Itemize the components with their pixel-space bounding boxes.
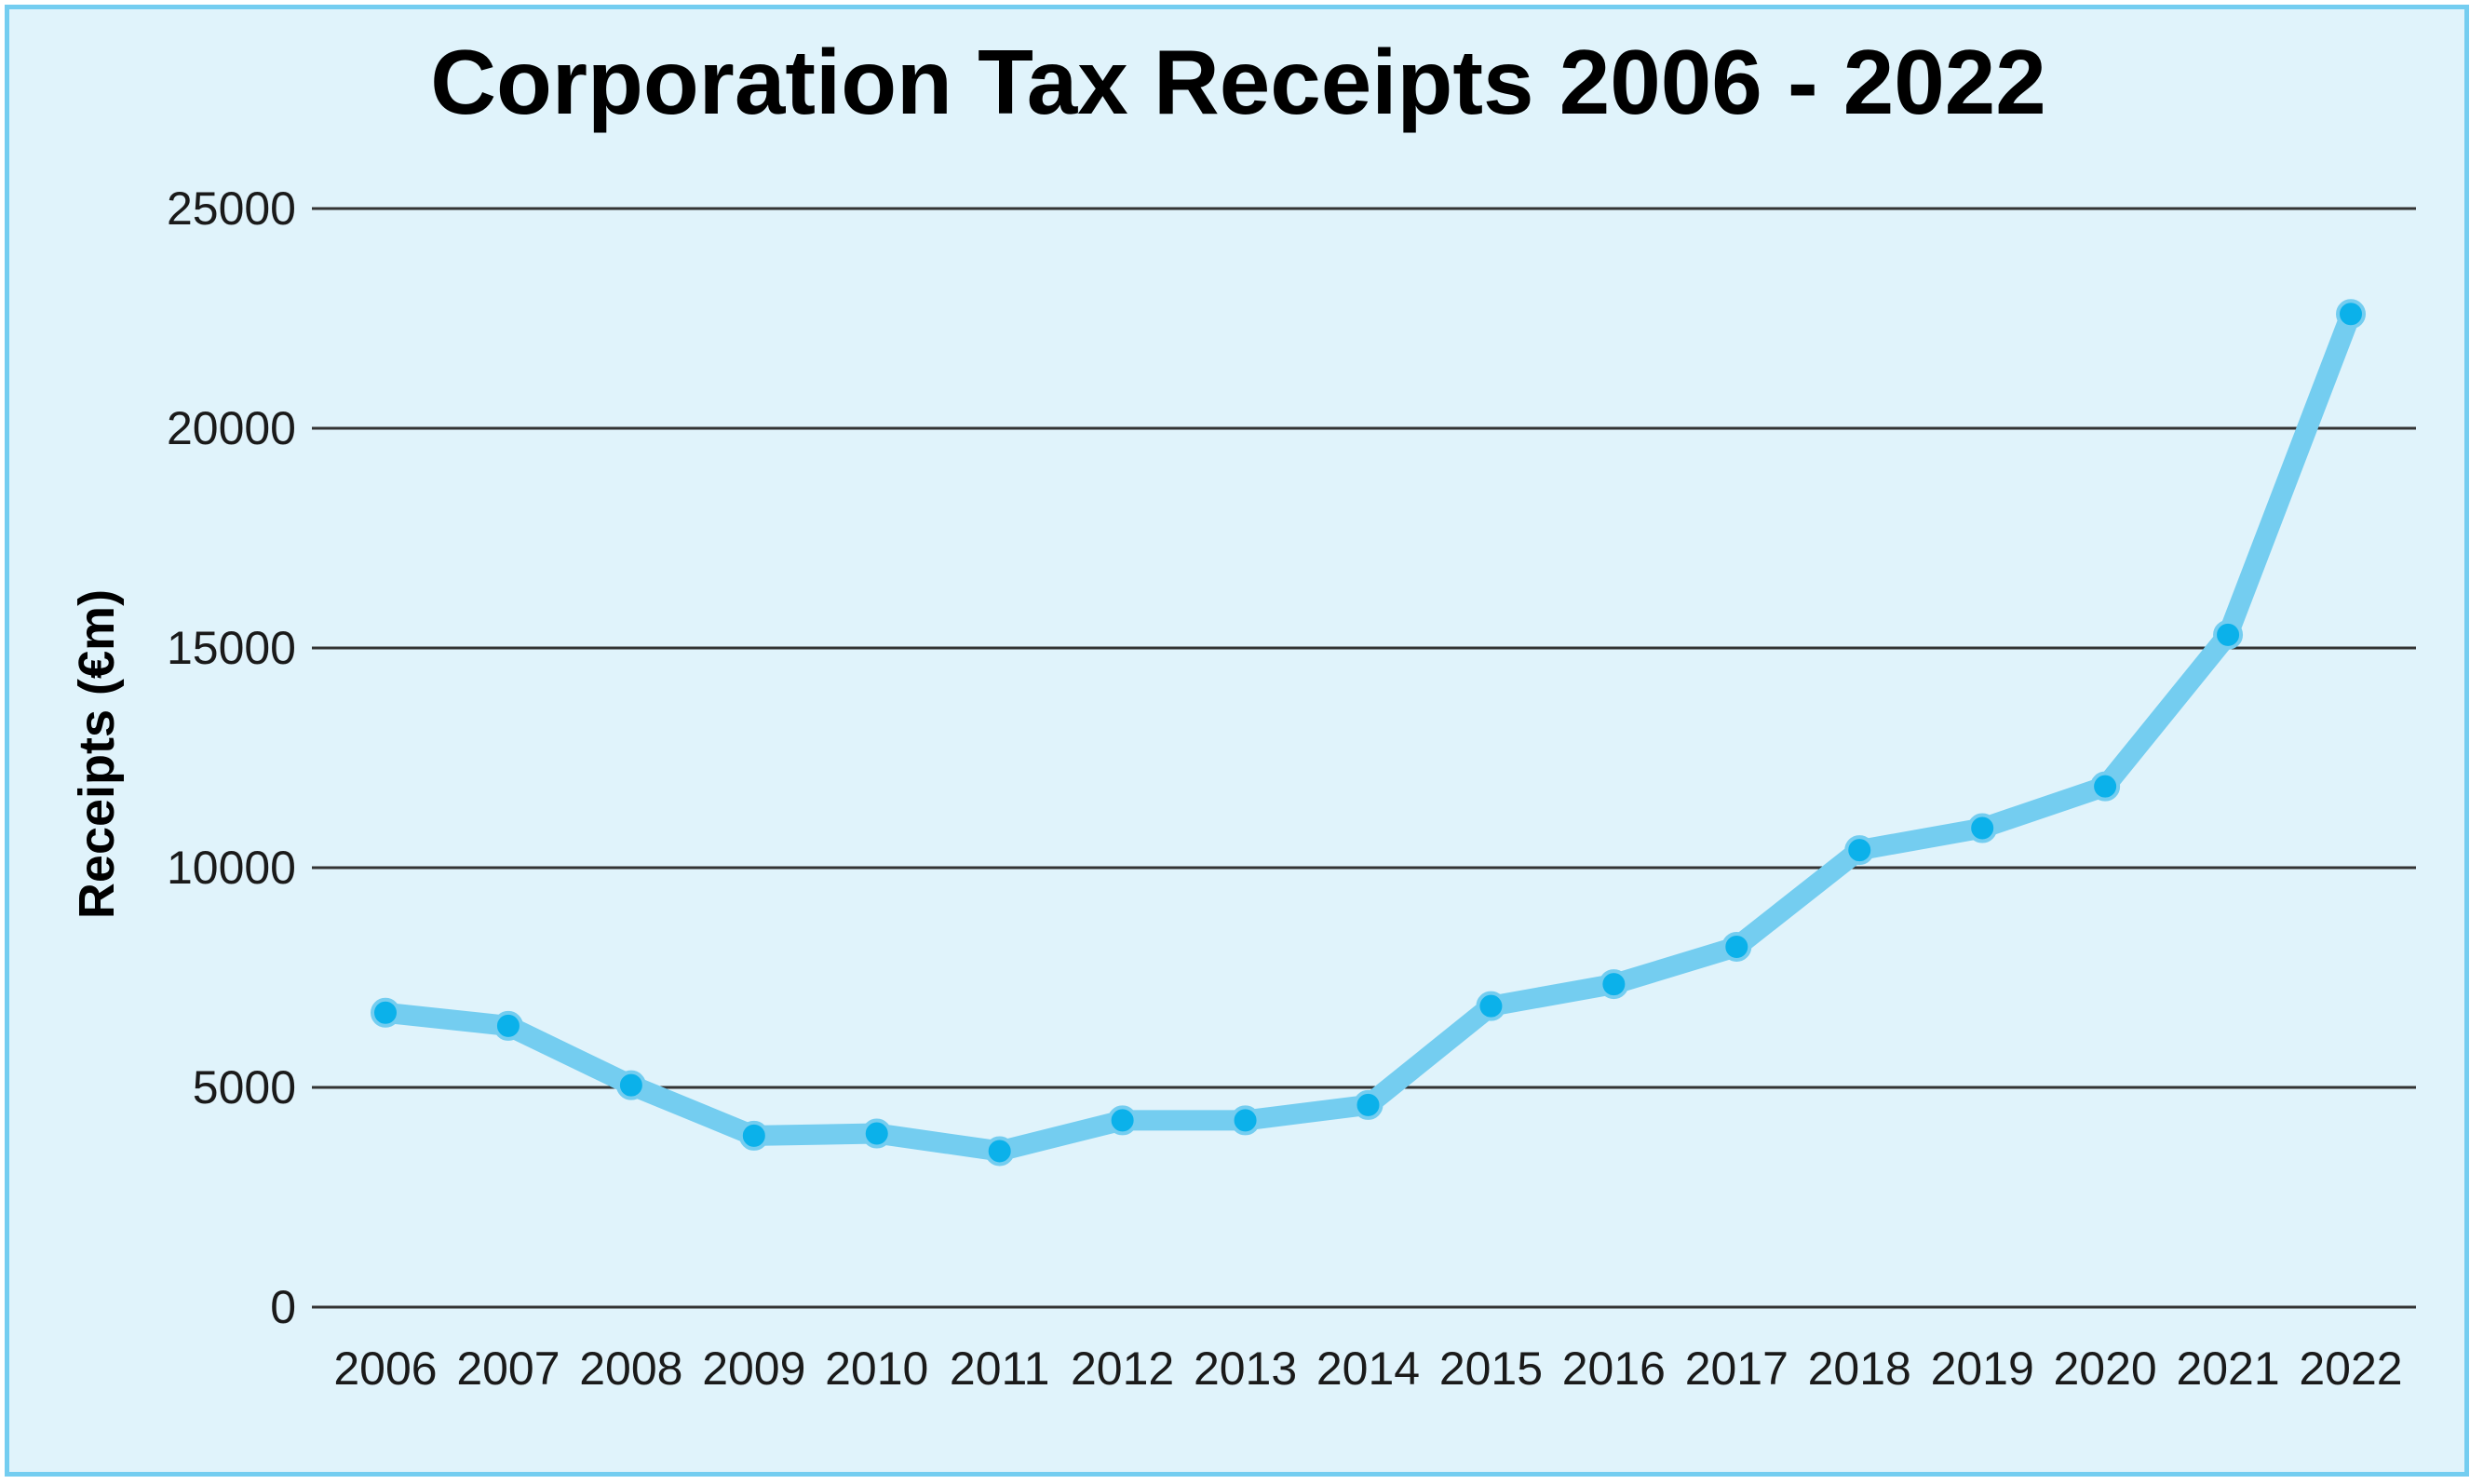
y-tick-label: 25000 — [167, 182, 296, 235]
x-tick-label: 2013 — [1194, 1342, 1297, 1395]
x-tick-label: 2020 — [2054, 1342, 2157, 1395]
y-tick-label: 10000 — [167, 842, 296, 894]
data-point-2008 — [615, 1070, 646, 1100]
x-tick-label: 2010 — [825, 1342, 928, 1395]
data-point-2017 — [1721, 931, 1752, 962]
series-line — [375, 304, 2361, 1162]
data-point-2020 — [2090, 771, 2121, 802]
y-axis-label: Receipts (€m) — [69, 589, 125, 919]
data-point-2009 — [738, 1120, 769, 1151]
y-tick-label: 5000 — [193, 1061, 296, 1113]
data-point-2015 — [1476, 991, 1506, 1021]
y-tick-labels: 0 5000 10000 15000 20000 25000 — [167, 182, 296, 1333]
data-point-2010 — [861, 1118, 892, 1149]
x-tick-label: 2015 — [1439, 1342, 1543, 1395]
x-tick-label: 2022 — [2299, 1342, 2402, 1395]
series-layer — [371, 299, 2366, 1167]
x-tick-label: 2007 — [456, 1342, 560, 1395]
y-tick-label: 15000 — [167, 622, 296, 674]
data-point-2012 — [1107, 1105, 1138, 1136]
data-point-2006 — [371, 997, 400, 1028]
data-point-2021 — [2213, 619, 2244, 650]
chart-title: Corporation Tax Receipts 2006 - 2022 — [430, 31, 2046, 133]
data-point-2018 — [1844, 835, 1875, 866]
chart-frame — [5, 5, 2469, 1477]
data-point-2007 — [493, 1010, 523, 1041]
x-tick-label: 2017 — [1685, 1342, 1788, 1395]
data-point-2011 — [984, 1136, 1015, 1167]
x-tick-label: 2012 — [1071, 1342, 1174, 1395]
y-tick-label: 0 — [270, 1281, 296, 1333]
data-point-2013 — [1230, 1105, 1261, 1136]
x-tick-label: 2021 — [2176, 1342, 2279, 1395]
x-tick-label: 2018 — [1808, 1342, 1911, 1395]
data-point-2014 — [1353, 1089, 1383, 1120]
x-tick-label: 2019 — [1931, 1342, 2034, 1395]
x-tick-label: 2009 — [702, 1342, 805, 1395]
x-tick-label: 2011 — [950, 1342, 1050, 1395]
gridlines — [312, 207, 2416, 1309]
x-tick-label: 2006 — [333, 1342, 437, 1395]
data-point-2016 — [1599, 969, 1629, 1000]
x-tick-label: 2008 — [579, 1342, 682, 1395]
y-tick-label: 20000 — [167, 402, 296, 454]
x-tick-label: 2014 — [1316, 1342, 1420, 1395]
x-tick-labels: 2006 2007 2008 2009 2010 2011 2012 2013 2014 2015… — [333, 1342, 2402, 1395]
x-tick-label: 2016 — [1562, 1342, 1666, 1395]
data-point-2022 — [2336, 299, 2366, 330]
data-point-2019 — [1967, 813, 1998, 843]
